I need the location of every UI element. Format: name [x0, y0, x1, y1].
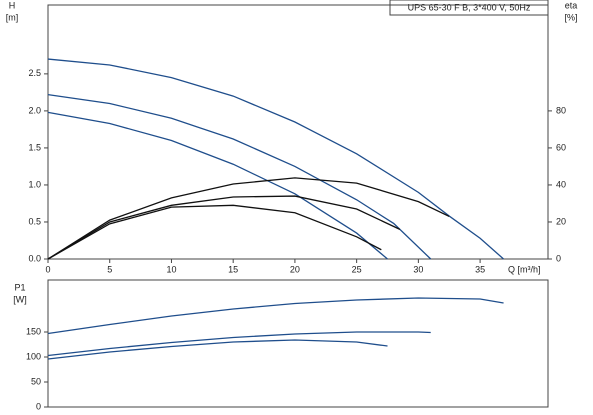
- y-axis-unit: [m]: [6, 12, 19, 22]
- y-axis-unit: [W]: [13, 294, 27, 304]
- data-curve: [47, 331, 431, 357]
- data-curve: [47, 111, 388, 260]
- y-tick-label: 0: [36, 401, 41, 411]
- data-curve: [47, 297, 504, 335]
- x-tick-label: 35: [475, 264, 485, 274]
- plot-frame: [47, 4, 549, 260]
- plot-frame: [47, 279, 549, 408]
- x-tick-label: 5: [107, 264, 112, 274]
- y-tick-label: 2.0: [28, 105, 41, 115]
- x-tick-label: 30: [413, 264, 423, 274]
- y-tick-label: 1.5: [28, 142, 41, 152]
- x-tick-label: 25: [352, 264, 362, 274]
- efficiency-curve: [47, 204, 382, 260]
- y-axis-label: H: [9, 0, 16, 10]
- y2-tick-label: 80: [556, 105, 566, 115]
- data-curve: [47, 58, 504, 260]
- y2-tick-label: 0: [556, 253, 561, 263]
- y-axis-label: P1: [14, 282, 25, 292]
- y2-axis-unit: [%]: [564, 12, 577, 22]
- data-curve: [47, 93, 432, 260]
- y-tick-label: 2.5: [28, 68, 41, 78]
- y2-tick-label: 40: [556, 179, 566, 189]
- data-curve: [47, 339, 388, 360]
- y-tick-label: 50: [31, 376, 41, 386]
- y-tick-label: 0.0: [28, 253, 41, 263]
- y-tick-label: 0.5: [28, 216, 41, 226]
- efficiency-curve: [47, 177, 450, 260]
- y-tick-label: 100: [26, 351, 41, 361]
- x-axis-label: Q [m³/h]: [508, 264, 541, 274]
- y-tick-label: 1.0: [28, 179, 41, 189]
- chart-title: UPS 65-30 F B, 3*400 V, 50Hz: [408, 2, 531, 12]
- x-tick-label: 20: [290, 264, 300, 274]
- y2-tick-label: 60: [556, 142, 566, 152]
- y2-axis-label: eta: [565, 0, 578, 10]
- x-tick-label: 10: [166, 264, 176, 274]
- efficiency-curve: [47, 195, 401, 260]
- y2-tick-label: 20: [556, 216, 566, 226]
- x-tick-label: 15: [228, 264, 238, 274]
- x-tick-label: 0: [45, 264, 50, 274]
- y-tick-label: 150: [26, 326, 41, 336]
